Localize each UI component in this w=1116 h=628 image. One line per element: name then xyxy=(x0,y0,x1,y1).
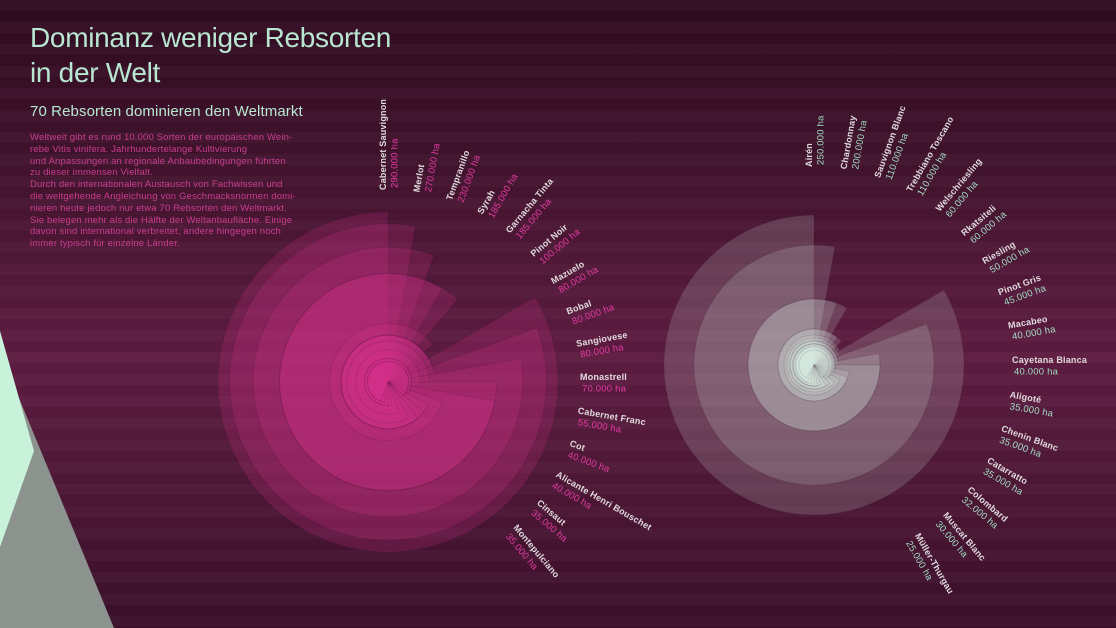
variety-sector xyxy=(364,358,412,406)
variety-sector xyxy=(792,343,836,387)
variety-area-value: 250.000 ha xyxy=(816,115,827,165)
variety-sector xyxy=(786,337,841,393)
variety-sector xyxy=(792,343,836,387)
variety-sector xyxy=(789,340,839,390)
page-title-line2: in der Welt xyxy=(30,57,161,88)
intro-paragraph: Weltweit gibt es rund 10.000 Sorten der … xyxy=(30,132,296,250)
variety-sector xyxy=(747,298,881,432)
variety-label: Airén 250.000 ha xyxy=(804,115,827,167)
variety-sector xyxy=(795,346,833,383)
variety-sector xyxy=(794,345,834,385)
variety-sector xyxy=(693,244,935,486)
variety-sector xyxy=(279,273,497,491)
variety-name: Monastrell xyxy=(580,372,627,382)
variety-sector xyxy=(783,334,841,396)
variety-sector xyxy=(367,361,410,402)
variety-area-value: 70.000 ha xyxy=(582,384,627,395)
variety-label: Cayetana Blanca 40.000 ha xyxy=(1012,355,1088,378)
variety-sector xyxy=(252,246,524,518)
header: Dominanz weniger Rebsorten in der Welt 7… xyxy=(30,20,450,250)
variety-sector xyxy=(367,361,410,403)
red-varieties-radial-chart: Cabernet Sauvignon 290.000 ha Merlot270.00… xyxy=(217,99,653,580)
variety-sector xyxy=(792,343,836,387)
variety-sector xyxy=(340,334,433,430)
variety-label: Monastrell 70.000 ha xyxy=(580,372,627,395)
variety-sector xyxy=(798,349,830,379)
variety-sector xyxy=(364,358,412,406)
variety-sector xyxy=(777,328,851,402)
variety-sector xyxy=(663,214,965,516)
variety-area-value: 40.000 ha xyxy=(566,450,612,476)
mint-diamond-decoration xyxy=(0,331,34,547)
variety-sector xyxy=(355,349,421,415)
page-title-line1: Dominanz weniger Rebsorten xyxy=(30,22,392,53)
page-subtitle: 70 Rebsorten dominieren den Weltmarkt xyxy=(30,103,303,120)
variety-sector xyxy=(747,298,881,432)
variety-name: Cabernet Sauvignon xyxy=(378,99,388,190)
variety-sector xyxy=(279,273,496,491)
variety-sector xyxy=(229,223,547,541)
variety-sector xyxy=(328,322,444,442)
variety-sector xyxy=(217,211,559,553)
variety-area-value: 35.000 ha xyxy=(1009,401,1055,420)
variety-sector xyxy=(346,340,430,424)
page-title: Dominanz weniger Rebsorten in der Welt xyxy=(30,20,450,90)
variety-sector xyxy=(340,334,430,430)
grey-triangle-decoration xyxy=(0,352,114,628)
variety-name: Cayetana Blanca xyxy=(1012,355,1088,365)
variety-area-value: 40.000 ha xyxy=(1014,367,1059,378)
variety-name: Merlot xyxy=(411,163,426,193)
variety-sector xyxy=(789,340,839,390)
variety-area-value: 290.000 ha xyxy=(390,138,401,188)
variety-sector xyxy=(777,328,849,402)
variety-sector xyxy=(340,334,435,430)
variety-name: Airén xyxy=(804,143,814,167)
variety-label: Cabernet Sauvignon 290.000 ha xyxy=(378,99,401,190)
